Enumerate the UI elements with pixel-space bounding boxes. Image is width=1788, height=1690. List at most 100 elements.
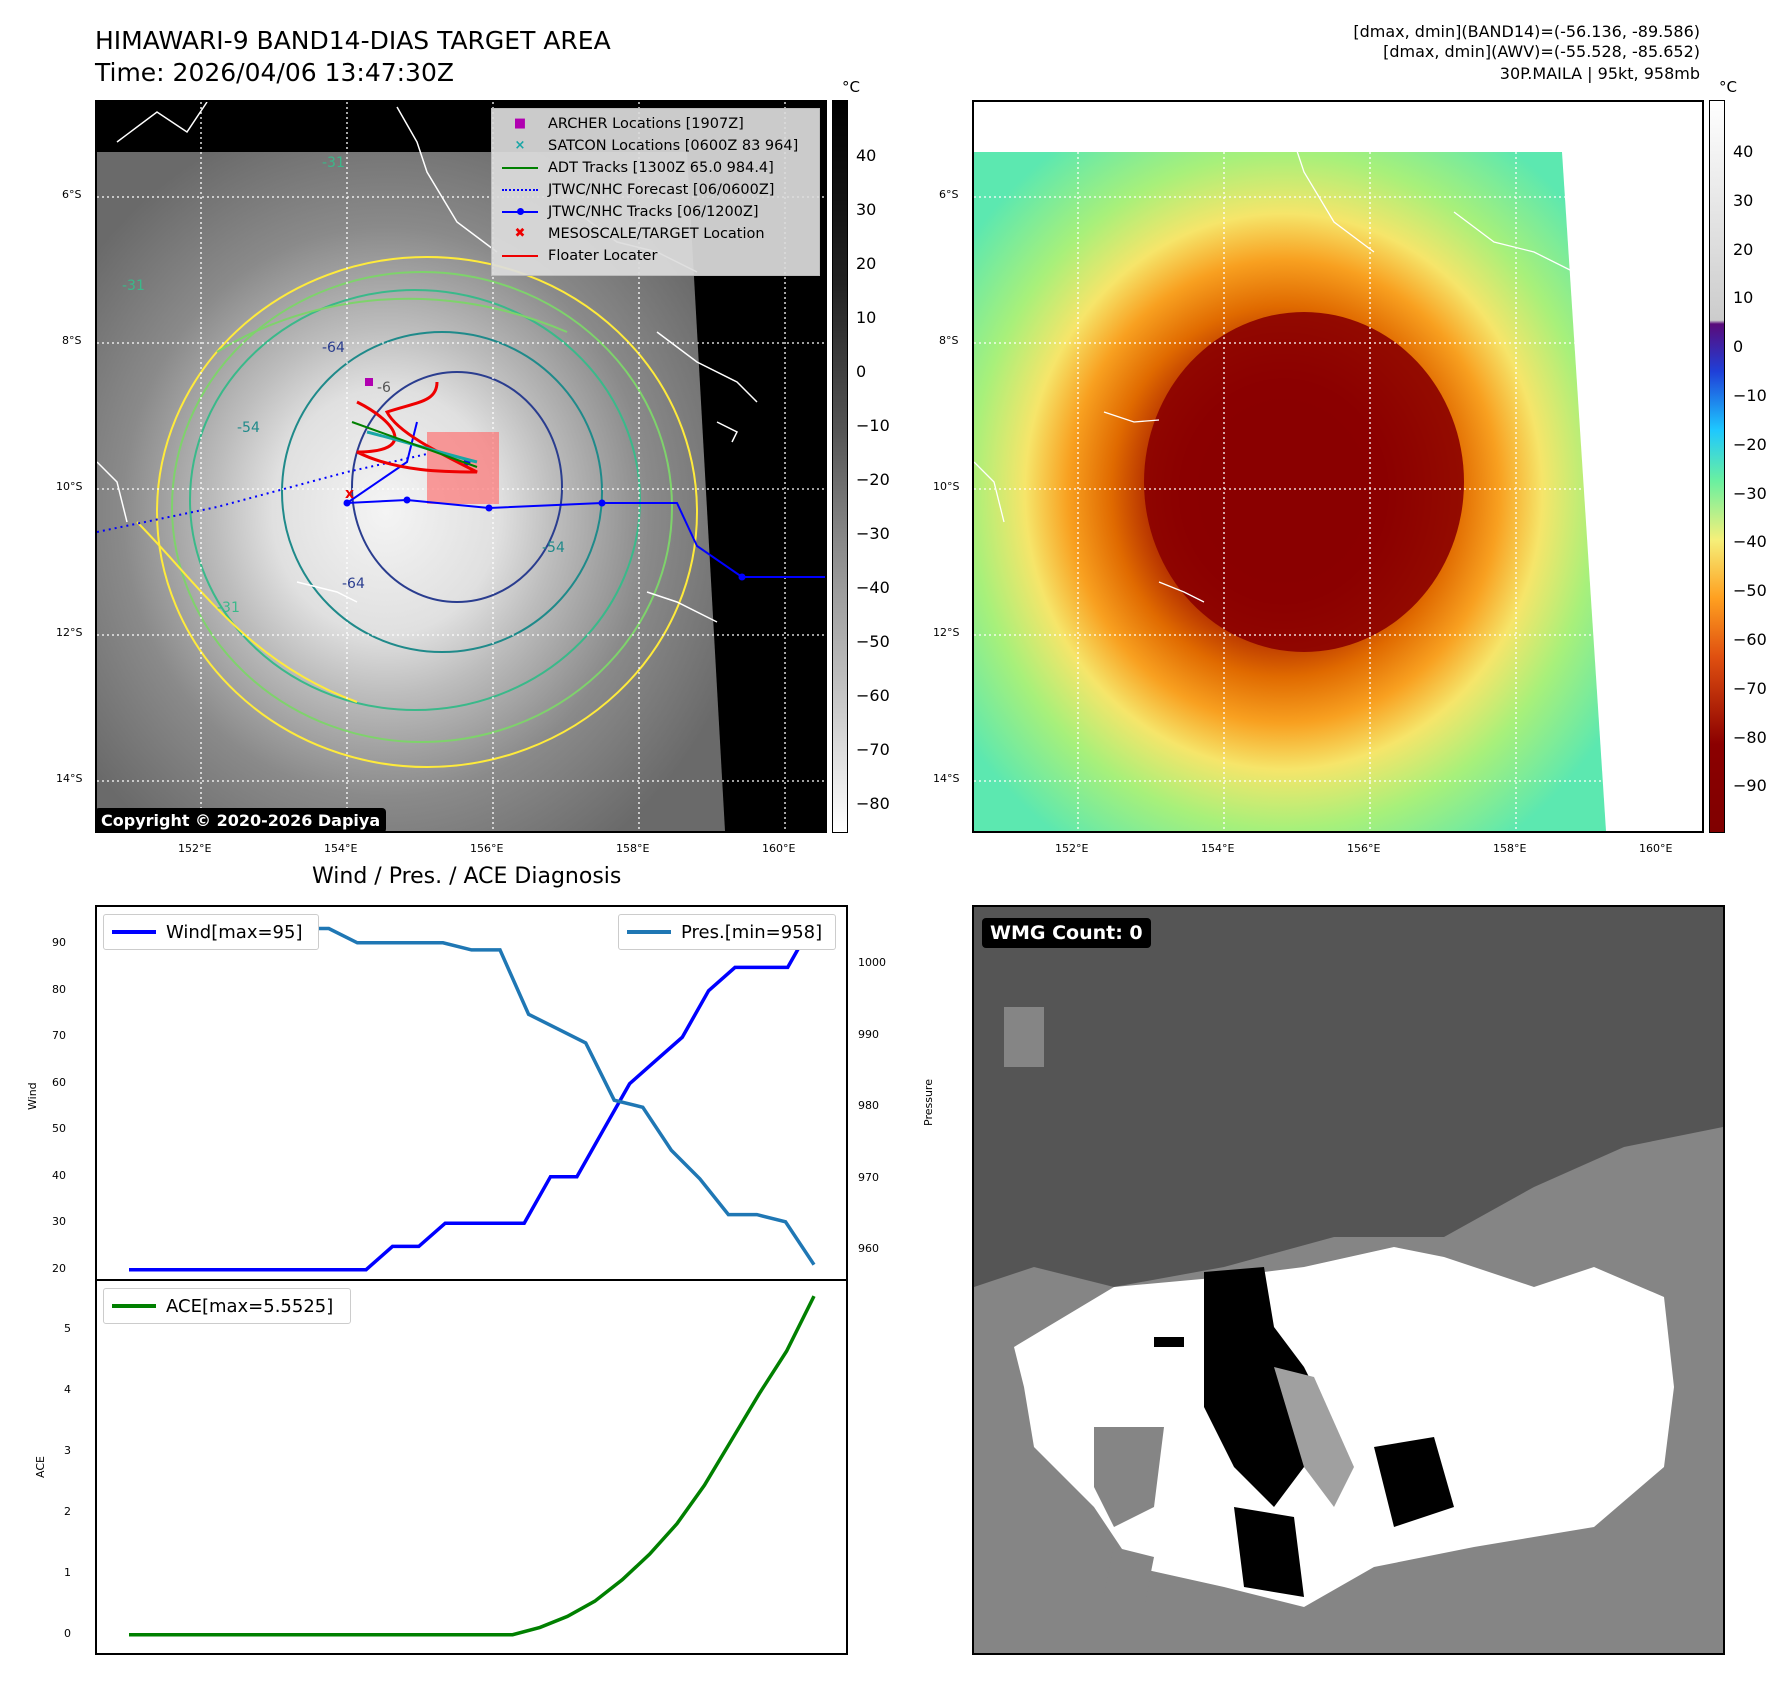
lon-label: 158°E <box>1493 842 1527 855</box>
colorbar-tick: −80 <box>1733 727 1767 747</box>
colorbar-tick: −30 <box>856 524 890 543</box>
colorbar-tick: −20 <box>1733 434 1767 454</box>
legend-line-icon <box>112 1304 156 1308</box>
wind-pressure-plot <box>129 919 816 1272</box>
lat-label: 14°S <box>56 772 83 785</box>
enhanced-ir-panel <box>972 100 1704 833</box>
axis-tick: 40 <box>52 1168 66 1182</box>
colorbar-tick: −50 <box>1733 581 1767 601</box>
axis-tick: 50 <box>52 1122 66 1136</box>
axis-tick: 0 <box>64 1626 71 1640</box>
legend-adt: ADT Tracks [1300Z 65.0 984.4] <box>548 160 774 176</box>
lat-label: 10°S <box>56 480 83 493</box>
wind-legend: Wind[max=95] <box>103 914 319 950</box>
enhanced-ir-map <box>974 102 1702 831</box>
x-marker-icon: ✖ <box>514 226 526 241</box>
lon-label: 160°E <box>1639 842 1673 855</box>
colorbar-tick: −80 <box>856 794 890 813</box>
colorbar-tick: −60 <box>856 686 890 705</box>
lon-label: 152°E <box>178 842 212 855</box>
lon-label: 156°E <box>470 842 504 855</box>
contour-label: -54 <box>542 540 565 556</box>
axis-tick: 990 <box>858 1027 879 1041</box>
wmg-grid <box>974 907 1723 1653</box>
lon-label: 156°E <box>1347 842 1381 855</box>
legend-archer: ARCHER Locations [1907Z] <box>548 116 744 132</box>
wmg-panel <box>972 905 1725 1655</box>
contour-label: -31 <box>322 155 345 171</box>
chart-time: Time: 2026/04/06 13:47:30Z <box>95 58 454 87</box>
legend-floater: Floater Locater <box>548 248 658 264</box>
lat-label: 12°S <box>56 626 83 639</box>
axis-tick: 70 <box>52 1029 66 1043</box>
legend-satcon: SATCON Locations [0600Z 83 964] <box>548 138 799 154</box>
lat-label: 6°S <box>939 188 959 201</box>
lat-label: 14°S <box>933 772 960 785</box>
contour-label: -54 <box>237 420 260 436</box>
wind-axis-label: Wind <box>26 1082 39 1110</box>
awv-range: [dmax, dmin](AWV)=(-55.528, -85.652) <box>1383 42 1700 61</box>
contour-label: -64 <box>342 576 365 592</box>
colorbar-unit: °C <box>842 78 860 96</box>
pressure-legend-label: Pres.[min=958] <box>681 921 823 943</box>
ace-legend-label: ACE[max=5.5525] <box>166 1295 334 1317</box>
storm-info: 30P.MAILA | 95kt, 958mb <box>1499 64 1700 83</box>
lon-label: 154°E <box>324 842 358 855</box>
colorbar-tick: 20 <box>856 254 877 273</box>
svg-text:x: x <box>345 486 354 502</box>
lon-label: 158°E <box>616 842 650 855</box>
legend-line-icon <box>112 930 156 934</box>
pressure-axis-label: Pressure <box>922 1079 935 1126</box>
legend-forecast: JTWC/NHC Forecast [06/0600Z] <box>548 182 775 198</box>
contour-label: -31 <box>217 600 240 616</box>
colorbar-tick: −90 <box>1733 776 1767 796</box>
lat-label: 6°S <box>62 188 82 201</box>
line-dot-icon <box>500 205 540 219</box>
chart-title: HIMAWARI-9 BAND14-DIAS TARGET AREA <box>95 26 611 55</box>
copyright-badge: Copyright © 2020-2026 Dapiya <box>95 808 387 833</box>
x-marker-icon: × <box>514 138 526 153</box>
ace-legend: ACE[max=5.5525] <box>103 1288 351 1324</box>
axis-tick: 60 <box>52 1075 66 1089</box>
legend-line-icon <box>627 930 671 934</box>
axis-tick: 4 <box>64 1382 71 1396</box>
wind-legend-label: Wind[max=95] <box>166 921 303 943</box>
colorbar-tick: −40 <box>856 578 890 597</box>
gray-colorbar <box>832 100 848 833</box>
colorbar-tick: −30 <box>1733 483 1767 503</box>
ace-plot <box>129 1295 816 1637</box>
wind-pressure-panel <box>95 905 848 1281</box>
contour-label: -31 <box>122 278 145 294</box>
axis-tick: 980 <box>858 1099 879 1113</box>
line-icon <box>500 249 540 263</box>
colorbar-tick: −40 <box>1733 532 1767 552</box>
line-icon <box>500 161 540 175</box>
map-legend: ■ ARCHER Locations [1907Z] × SATCON Locati… <box>491 108 820 276</box>
colorbar-tick: 0 <box>1733 337 1744 357</box>
lat-label: 10°S <box>933 480 960 493</box>
axis-tick: 20 <box>52 1261 66 1275</box>
colorbar-tick: −10 <box>1733 386 1767 405</box>
ace-axis-label: ACE <box>34 1456 47 1478</box>
band14-range: [dmax, dmin](BAND14)=(-56.136, -89.586) <box>1353 22 1700 41</box>
axis-tick: 3 <box>64 1443 71 1457</box>
contour-label: -6 <box>377 380 391 396</box>
colorbar-tick: 40 <box>1733 142 1754 161</box>
wmg-count-badge: WMG Count: 0 <box>982 918 1151 948</box>
axis-tick: 80 <box>52 982 66 996</box>
colorbar-tick: −70 <box>856 740 890 759</box>
pressure-legend: Pres.[min=958] <box>618 914 836 950</box>
colorbar-tick: 10 <box>856 308 877 327</box>
ir-map-panel: x -64 -54 -64 -54 -31 -31 -31 -6 <box>95 100 827 833</box>
lon-label: 152°E <box>1055 842 1089 855</box>
series-line <box>129 1295 816 1637</box>
colorbar-tick: −60 <box>1733 630 1767 649</box>
colorbar-tick: 0 <box>856 362 867 381</box>
axis-tick: 2 <box>64 1504 71 1518</box>
colorbar-tick: −50 <box>856 632 890 651</box>
contour-label: -64 <box>322 340 345 356</box>
colorbar-tick: 40 <box>856 146 877 165</box>
ir-map: x -64 -54 -64 -54 -31 -31 -31 -6 <box>97 102 825 831</box>
colorbar-tick: 30 <box>856 200 877 219</box>
axis-tick: 960 <box>858 1242 879 1256</box>
